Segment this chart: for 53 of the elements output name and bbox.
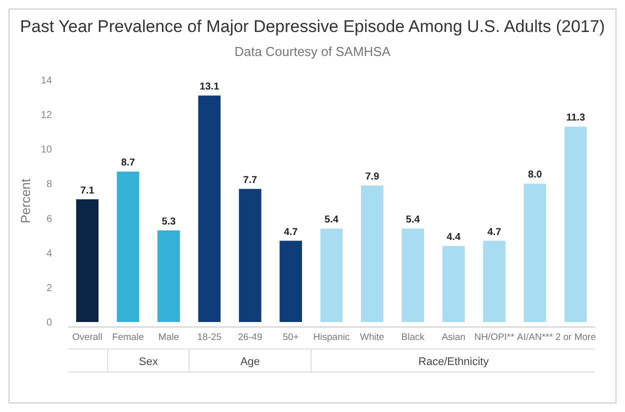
x-tick-label: Female — [112, 332, 144, 343]
x-tick-label: Black — [401, 332, 425, 343]
x-tick-label: 50+ — [282, 332, 300, 343]
bar — [238, 188, 262, 322]
chart-subtitle: Data Courtesy of SAMHSA — [234, 44, 391, 59]
y-axis-title: Percent — [18, 178, 33, 224]
bar — [116, 172, 140, 322]
data-label: 13.1 — [200, 82, 220, 93]
data-label: 8.0 — [528, 170, 542, 181]
bar — [564, 126, 587, 322]
x-tick-label: 2 or More — [555, 332, 596, 343]
data-label: 4.4 — [446, 232, 461, 243]
y-tick-label: 14 — [40, 76, 52, 86]
data-label: 7.7 — [243, 174, 258, 186]
y-tick-label: 4 — [46, 248, 52, 260]
x-tick-label: Asian — [442, 332, 466, 343]
bar — [280, 240, 302, 322]
bar — [320, 228, 343, 322]
data-label: 7.1 — [80, 185, 95, 196]
y-tick-label: 12 — [40, 110, 52, 122]
data-label: 4.7 — [487, 226, 502, 238]
bar — [442, 246, 465, 322]
x-tick-label: Hispanic — [313, 332, 350, 343]
y-tick-label: 10 — [40, 144, 52, 156]
x-tick-label: Overall — [72, 332, 102, 343]
bar — [76, 199, 99, 322]
data-label: 5.3 — [162, 216, 176, 228]
text: Age — [240, 356, 260, 368]
data-label: 5.4 — [406, 214, 420, 226]
bar — [524, 184, 546, 322]
data-label: 8.7 — [121, 158, 136, 169]
bar — [198, 96, 221, 322]
y-tick-label: 6 — [46, 214, 52, 225]
y-tick-label: 8 — [46, 179, 52, 190]
x-tick-label: 26-49 — [238, 332, 262, 343]
x-tick-label: 18-25 — [197, 332, 222, 343]
data-label: 4.7 — [284, 226, 298, 238]
data-label: 5.4 — [324, 214, 339, 226]
bar — [402, 228, 424, 322]
data-label: 11.3 — [566, 112, 586, 124]
text: Race/Ethnicity — [418, 356, 490, 368]
chart-title: Past Year Prevalence of Major Depressive Episode Among U.S. Adults (2017) — [20, 17, 605, 36]
bar — [158, 230, 180, 322]
data-label: 7.9 — [365, 171, 380, 182]
x-tick-label: Male — [158, 332, 180, 343]
y-tick-label: 0 — [46, 318, 52, 328]
x-tick-label: White — [360, 332, 384, 343]
x-tick-label: AI/AN*** — [517, 332, 554, 343]
bar — [483, 240, 506, 322]
text: Sex — [138, 356, 158, 368]
bar — [361, 185, 384, 322]
y-tick-label: 2 — [46, 282, 52, 294]
x-tick-label: NH/OPI** — [474, 332, 515, 343]
